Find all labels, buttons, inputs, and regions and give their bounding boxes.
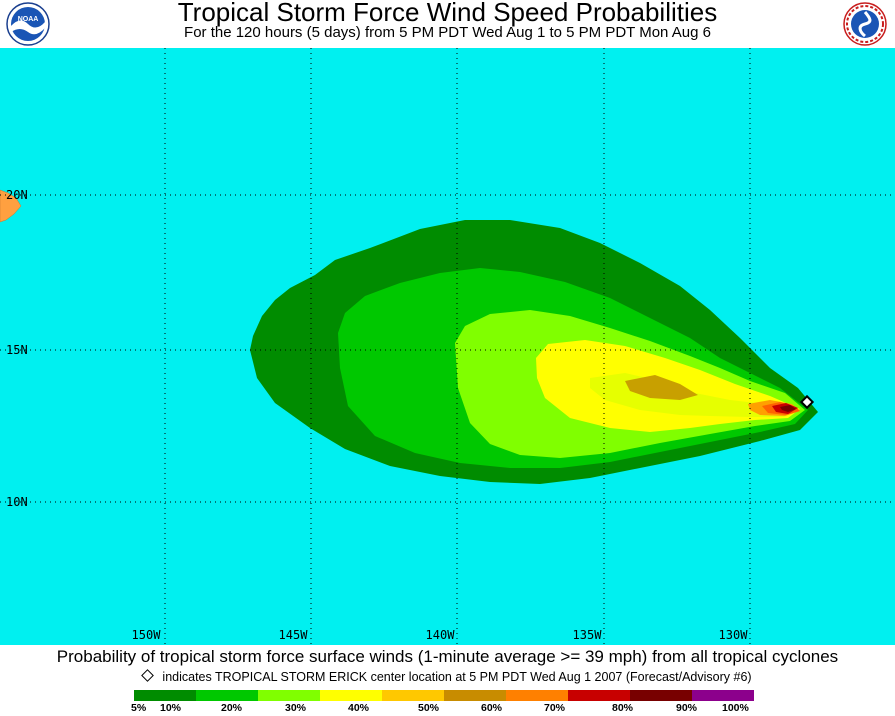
diamond-marker-icon	[799, 394, 815, 410]
lat-label-20n: 20N	[6, 188, 28, 202]
graticule	[0, 48, 895, 645]
lon-label-130w: 130W	[719, 628, 749, 642]
legend-swatch-50-60	[444, 690, 506, 701]
lon-label-150w: 150W	[132, 628, 162, 642]
legend-label-30: 30%	[285, 702, 307, 714]
legend-swatch-30-40	[320, 690, 382, 701]
legend-label-90: 90%	[676, 702, 698, 714]
legend-labels: 5% 10% 20% 30% 40% 50% 60% 70% 80% 90% 1…	[0, 702, 895, 716]
legend-label-100: 100%	[722, 702, 749, 714]
hawaii-island-land	[0, 189, 22, 223]
legend-label-10: 10%	[160, 702, 182, 714]
legend-swatch-5-10	[134, 690, 196, 701]
latitude-labels: 20N 15N 10N	[6, 188, 28, 509]
legend-swatch-60-70	[506, 690, 568, 701]
noaa-logo-icon: NOAA	[6, 2, 50, 46]
storm-note: indicates TROPICAL STORM ERICK center lo…	[0, 669, 895, 684]
legend-swatch-70-80	[568, 690, 630, 701]
contour-50-percent	[625, 375, 698, 400]
lat-label-15n: 15N	[6, 343, 28, 357]
lon-label-145w: 145W	[279, 628, 309, 642]
noaa-logo-text: NOAA	[18, 16, 39, 23]
contour-90-percent	[780, 405, 796, 412]
legend-label-60: 60%	[481, 702, 503, 714]
legend-swatch-40-50	[382, 690, 444, 701]
diamond-icon	[141, 669, 155, 682]
header: NOAA Tropical Storm Force Wind Speed Pro…	[0, 0, 895, 48]
probability-map: 20N 15N 10N 150W 145W 140W 135W 130W	[0, 48, 895, 645]
legend-color-bar	[134, 690, 754, 701]
probability-contours	[250, 220, 818, 484]
legend-swatch-20-30	[258, 690, 320, 701]
lat-label-10n: 10N	[6, 495, 28, 509]
map-canvas: 20N 15N 10N 150W 145W 140W 135W 130W	[0, 48, 895, 645]
legend-label-80: 80%	[612, 702, 634, 714]
legend-label-50: 50%	[418, 702, 440, 714]
legend-swatch-90-100	[692, 690, 754, 701]
legend-swatch-80-90	[630, 690, 692, 701]
longitude-labels: 150W 145W 140W 135W 130W	[132, 628, 749, 642]
storm-note-text: indicates TROPICAL STORM ERICK center lo…	[162, 670, 752, 684]
lon-label-140w: 140W	[426, 628, 456, 642]
legend-swatch-10-20	[196, 690, 258, 701]
legend-label-20: 20%	[221, 702, 243, 714]
lon-label-135w: 135W	[573, 628, 603, 642]
national-weather-service-logo-icon	[843, 2, 887, 46]
page-title: Tropical Storm Force Wind Speed Probabil…	[177, 0, 718, 27]
legend-label-5: 5%	[131, 702, 147, 714]
legend-label-70: 70%	[544, 702, 566, 714]
legend-label-40: 40%	[348, 702, 370, 714]
storm-center-marker	[799, 394, 815, 410]
page-subtitle: For the 120 hours (5 days) from 5 PM PDT…	[184, 24, 711, 41]
map-caption: Probability of tropical storm force surf…	[56, 647, 839, 666]
